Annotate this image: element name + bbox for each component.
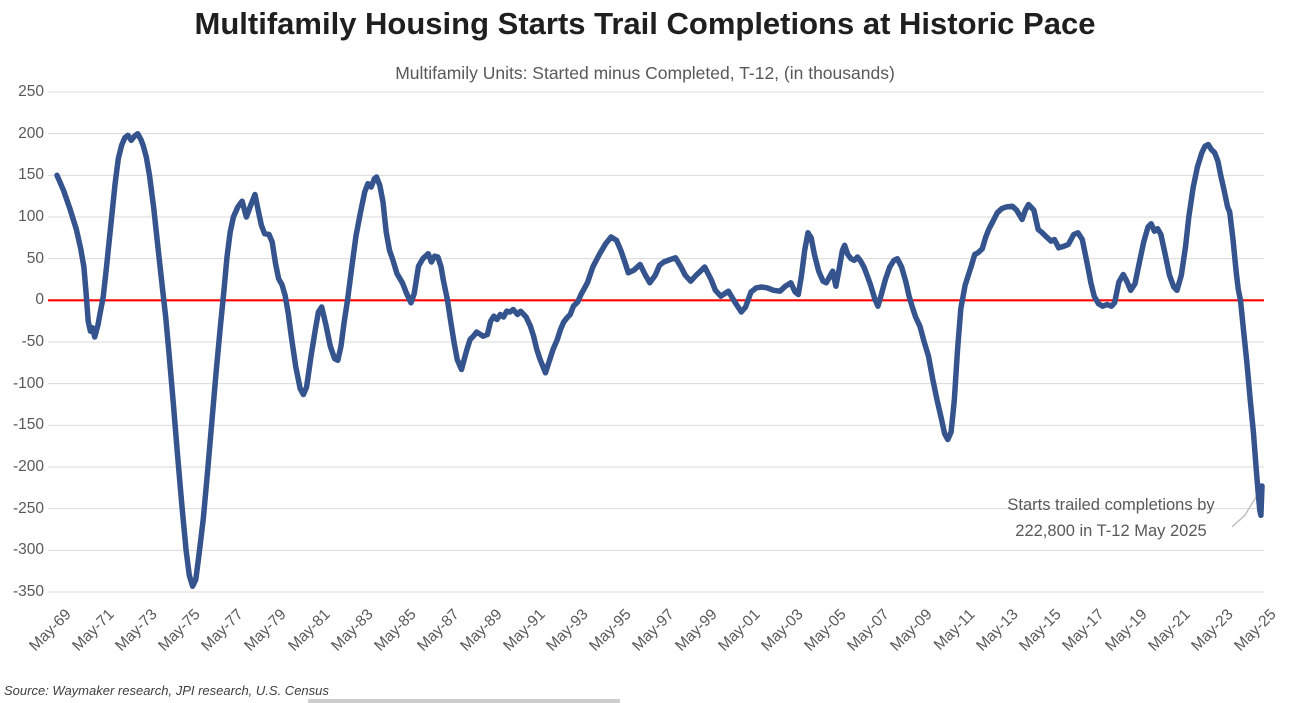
y-tick-label: 100	[18, 208, 44, 225]
source-note: Source: Waymaker research, JPI research,…	[4, 683, 329, 698]
y-tick-label: 50	[26, 249, 44, 267]
y-tick-label: -50	[21, 333, 44, 350]
annotation-leader-line	[1231, 488, 1262, 528]
y-tick-label: -300	[12, 541, 44, 559]
chart-title: Multifamily Housing Starts Trail Complet…	[194, 6, 1096, 41]
y-tick-label: -100	[12, 374, 44, 392]
chart-subtitle: Multifamily Units: Started minus Complet…	[395, 63, 895, 83]
data-annotation: Starts trailed completions by 222,800 in…	[985, 492, 1237, 544]
bottom-strip	[308, 699, 620, 703]
annotation-line-2: 222,800 in T-12 May 2025	[1015, 522, 1207, 540]
gridlines	[48, 91, 1264, 593]
y-tick-label: -350	[12, 583, 44, 600]
y-tick-label: 200	[18, 124, 44, 142]
y-tick-label: -150	[12, 416, 44, 434]
y-tick-label: -250	[12, 499, 44, 517]
y-tick-label: -200	[12, 458, 44, 475]
series-line-starts-minus-completions	[54, 130, 1265, 589]
annotation-line-1: Starts trailed completions by	[1007, 496, 1215, 514]
y-tick-label: 0	[35, 291, 44, 309]
y-tick-label: 250	[18, 83, 44, 100]
y-tick-label: 150	[18, 166, 44, 184]
